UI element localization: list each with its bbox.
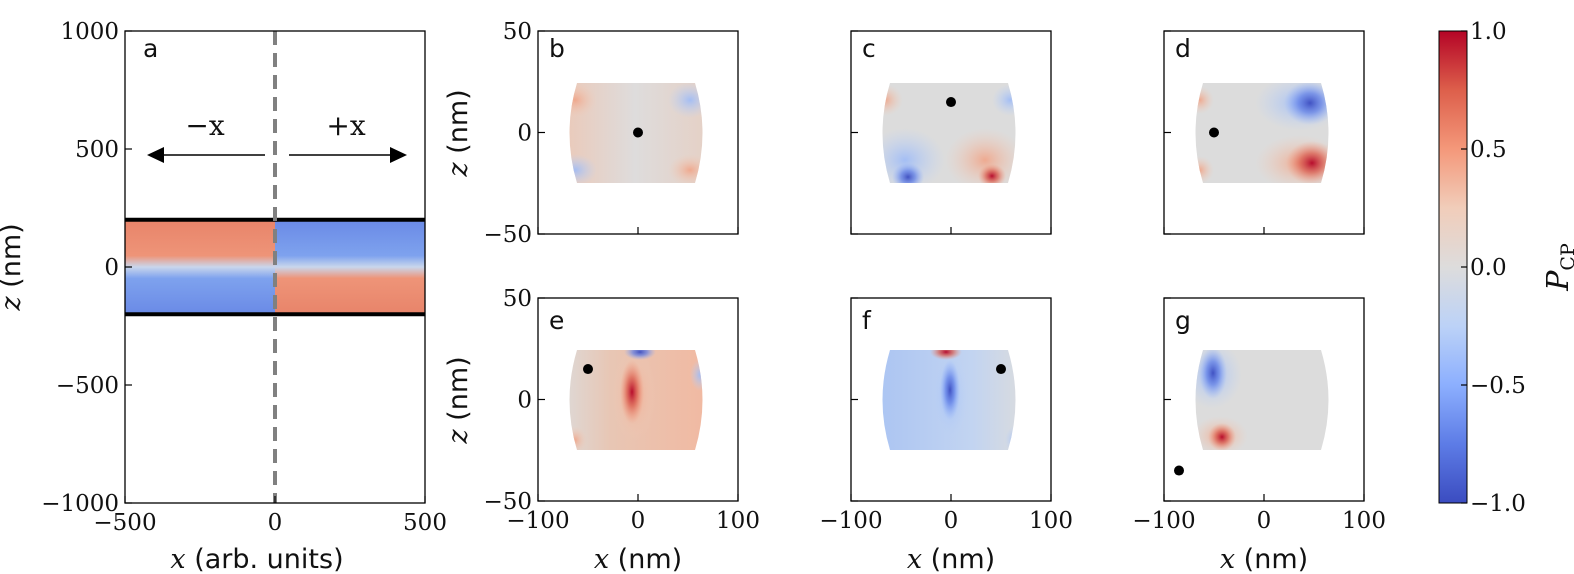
colorbar-label: PCP [1541, 243, 1574, 292]
panel-f-heatmap [882, 350, 1016, 450]
y-tick-label: −500 [56, 373, 119, 399]
left-region-label: −x [185, 109, 224, 142]
panel-b-ylabel: z (nm) [443, 89, 474, 177]
panel-f-ticks: −100 0 100 [819, 297, 1073, 534]
right-region-label: +x [326, 109, 365, 142]
x-tick-label: 0 [944, 508, 959, 534]
x-tick-label: 0 [268, 510, 283, 536]
x-tick-label: 100 [716, 508, 760, 534]
panel-label-d: d [1175, 34, 1191, 63]
x-tick-label: −500 [93, 510, 156, 536]
panel-label-c: c [862, 34, 876, 63]
panel-g-ticks: −100 0 100 [1132, 297, 1386, 534]
x-tick-label: −100 [819, 508, 882, 534]
panel-d-ticks [1163, 30, 1365, 235]
y-tick-label: −50 [483, 222, 532, 248]
position-dot-e [583, 364, 593, 375]
colorbar-tick-label: 0.0 [1470, 255, 1507, 281]
panel-g-xlabel: x (nm) [1220, 544, 1308, 574]
panel-label-a: a [143, 34, 158, 63]
panel-g: −100 0 100 g x (nm) [1132, 297, 1386, 574]
panel-e-ticks: −100 0 100 50 0 −50 [483, 286, 760, 534]
x-tick-label: 100 [1029, 508, 1073, 534]
panel-c-heatmap [882, 83, 1016, 183]
y-tick-label: −50 [483, 489, 532, 515]
colorbar-tick-label: −0.5 [1470, 373, 1526, 399]
x-tick-label: 0 [631, 508, 646, 534]
y-tick-label: 0 [517, 388, 532, 414]
y-tick-label: 500 [75, 137, 119, 163]
y-tick-label: 0 [104, 255, 119, 281]
panel-c: c [850, 30, 1052, 235]
film-region-left [125, 219, 275, 315]
position-dot-f [996, 364, 1006, 375]
panel-f: −100 0 100 f x (nm) [819, 297, 1073, 574]
arrow-right-head [390, 147, 407, 163]
panel-b-ticks: 50 0 −50 [483, 19, 739, 248]
panel-a-xlabel: x (arb. units) [170, 544, 343, 574]
position-dot-b [633, 127, 643, 138]
panel-e: −100 0 100 50 0 −50 e z (nm) x (nm) [443, 286, 760, 574]
panel-label-b: b [549, 34, 565, 63]
x-tick-label: −100 [506, 508, 569, 534]
position-dot-d [1209, 127, 1219, 138]
colorbar-tick-label: 0.5 [1470, 137, 1507, 163]
position-dot-c [946, 97, 956, 108]
panel-label-g: g [1175, 306, 1191, 335]
x-tick-label: −100 [1132, 508, 1195, 534]
y-tick-label: 0 [517, 121, 532, 147]
position-markers [583, 97, 1219, 476]
panel-e-ylabel: z (nm) [443, 356, 474, 444]
panel-label-f: f [862, 306, 872, 335]
colorbar-tick-label: 1.0 [1470, 19, 1507, 45]
x-tick-label: 100 [1342, 508, 1386, 534]
y-tick-label: −1000 [41, 491, 119, 517]
panel-c-ticks [850, 30, 1052, 235]
position-dot-g [1174, 465, 1184, 476]
panel-e-xlabel: x (nm) [594, 544, 682, 574]
x-tick-label: 500 [403, 510, 447, 536]
y-tick-label: 50 [503, 286, 532, 312]
y-tick-label: 1000 [60, 19, 119, 45]
colorbar-ticks: 1.0 0.5 0.0 −0.5 −1.0 [1461, 19, 1526, 517]
panel-b: 50 0 −50 b z (nm) [443, 19, 739, 248]
film-region-right [275, 219, 425, 315]
arrow-left-head [147, 147, 164, 163]
y-tick-label: 50 [503, 19, 532, 45]
panel-g-heatmap [1195, 350, 1329, 450]
colorbar-tick-label: −1.0 [1470, 491, 1526, 517]
panel-e-heatmap [569, 350, 703, 450]
panel-d-heatmap [1195, 83, 1329, 183]
panel-a-ylabel: z (nm) [0, 223, 27, 311]
panel-f-xlabel: x (nm) [907, 544, 995, 574]
panel-label-e: e [549, 306, 564, 335]
colorbar: 1.0 0.5 0.0 −0.5 −1.0 PCP [1438, 19, 1574, 517]
panel-d: d [1163, 30, 1365, 235]
x-tick-label: 0 [1257, 508, 1272, 534]
